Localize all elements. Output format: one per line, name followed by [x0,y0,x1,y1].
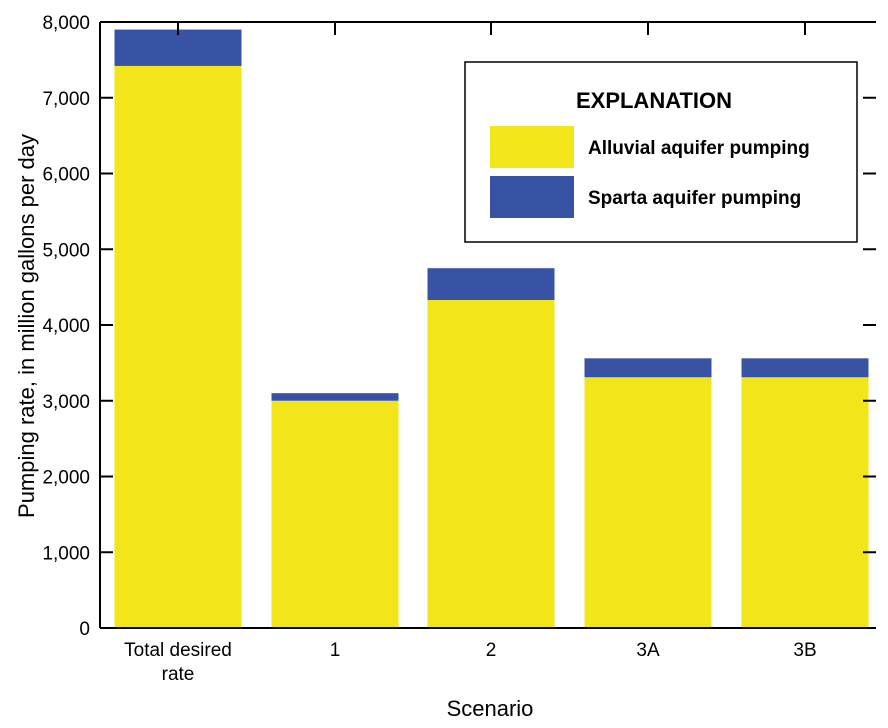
legend-swatch-sparta [490,176,574,218]
x-axis-title: Scenario [447,696,534,721]
legend-label-alluvial: Alluvial aquifer pumping [588,138,810,159]
y-tick-label: 8,000 [42,13,90,34]
x-tick-label-line: 2 [486,640,497,661]
y-tick-labels: 0 1,000 2,000 3,000 4,000 5,000 6,000 7,000 8,00… [42,13,90,640]
bar-sparta-3a [584,358,712,378]
legend-items: Alluvial aquifer pumping Sparta aquifer p… [490,126,810,218]
y-axis-title: Pumping rate, in million gallons per day [14,134,39,518]
x-tick-labels: Total desired rate 1 2 3A 3B [124,640,816,685]
x-tick-label: 3A [636,640,660,661]
bars-group [114,29,869,628]
y-tick-label: 7,000 [42,89,90,110]
y-tick-label: 4,000 [42,316,90,337]
x-tick-label: 1 [330,640,341,661]
bar-alluvial-3b [741,377,869,628]
legend-title: EXPLANATION [576,88,732,113]
x-tick-label-line: rate [162,664,195,685]
legend-label-sparta: Sparta aquifer pumping [588,188,801,209]
x-tick-label: 3B [793,640,816,661]
x-tick-label-line: 3A [636,640,660,661]
bar-alluvial-3a [584,377,712,628]
bar-sparta-1 [271,393,399,401]
x-tick-label-line: 3B [793,640,816,661]
bar-sparta-total-desired-rate [114,29,242,66]
axes-group [99,21,876,629]
x-tick-label: 2 [486,640,497,661]
x-tick-label: Total desired rate [124,640,232,685]
bar-sparta-3b [741,358,869,378]
x-tick-label-line: Total desired [124,640,232,661]
legend-swatch-alluvial [490,126,574,168]
legend: EXPLANATION Alluvial aquifer pumping Spar… [464,61,858,243]
bar-alluvial-total-desired-rate [114,65,242,628]
bar-alluvial-2 [427,300,555,628]
bar-sparta-2 [427,268,555,301]
y-tick-label: 2,000 [42,468,90,489]
y-tick-label: 1,000 [42,543,90,564]
y-tick-label: 5,000 [42,240,90,261]
y-tick-label: 3,000 [42,392,90,413]
y-tick-label: 6,000 [42,165,90,186]
bar-alluvial-1 [271,400,399,628]
x-tick-label-line: 1 [330,640,341,661]
y-tick-label: 0 [79,619,90,640]
